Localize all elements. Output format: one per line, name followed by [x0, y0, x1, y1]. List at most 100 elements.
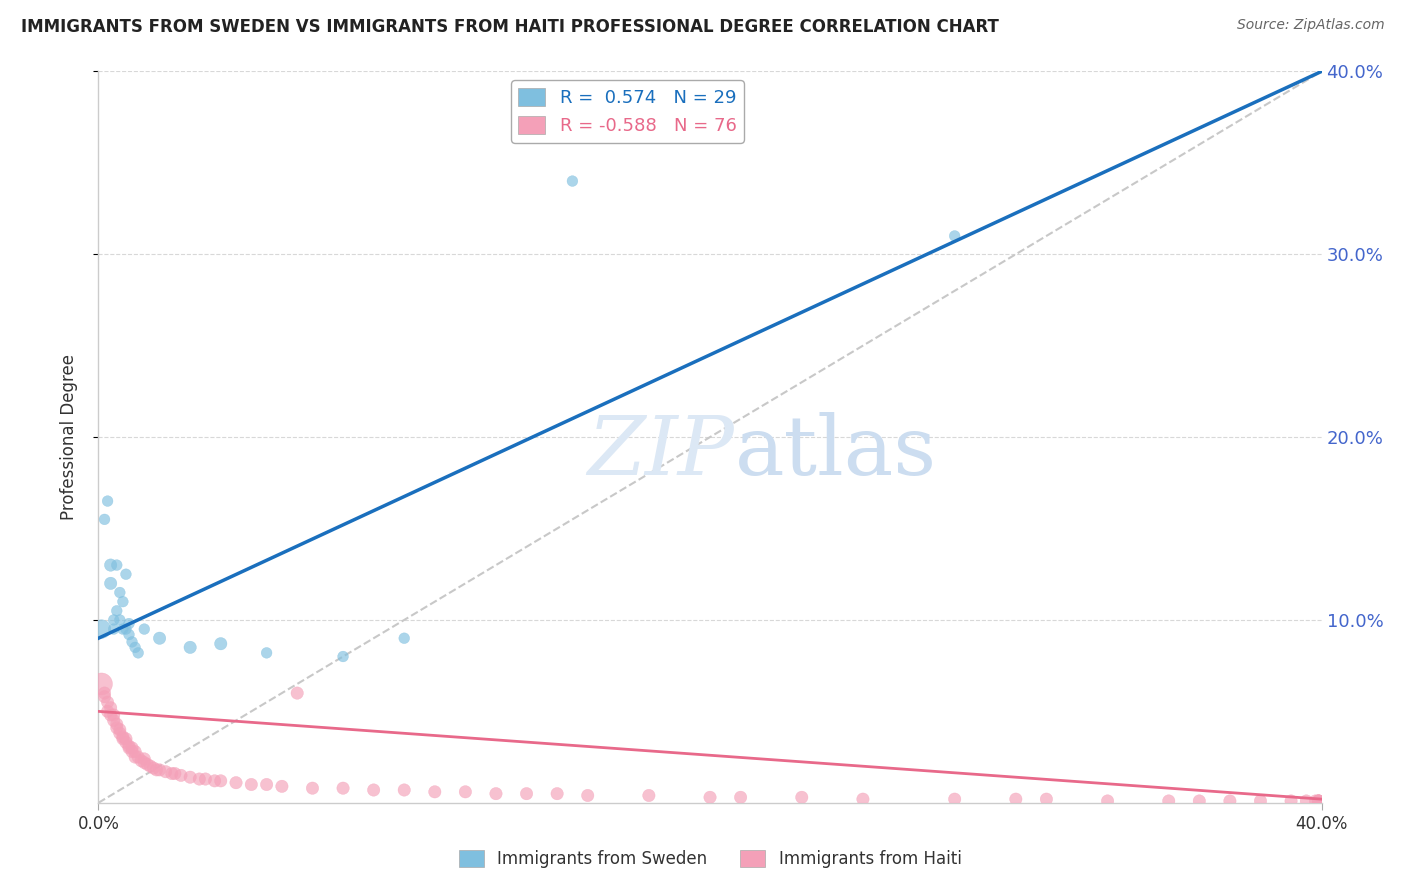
Point: [111, 731, 134, 746]
Point: [100, 708, 122, 723]
Point: [285, 686, 308, 700]
Point: [111, 622, 134, 636]
Point: [124, 745, 146, 759]
Point: [332, 649, 354, 664]
Point: [108, 613, 131, 627]
Point: [423, 785, 446, 799]
Point: [1279, 794, 1302, 808]
Point: [97, 705, 120, 719]
Point: [108, 723, 131, 737]
Point: [134, 752, 156, 766]
Point: [100, 576, 122, 591]
Point: [145, 763, 167, 777]
Point: [163, 766, 186, 780]
Point: [188, 772, 211, 786]
Point: [105, 721, 128, 735]
Point: [240, 777, 263, 792]
Point: [105, 717, 128, 731]
Point: [111, 594, 134, 608]
Point: [301, 781, 323, 796]
Point: [103, 714, 125, 728]
Point: [1308, 794, 1330, 808]
Point: [124, 750, 146, 764]
Point: [93, 690, 115, 704]
Point: [149, 632, 172, 646]
Point: [790, 790, 813, 805]
Point: [225, 775, 247, 789]
Point: [121, 740, 143, 755]
Point: [134, 622, 156, 636]
Text: Source: ZipAtlas.com: Source: ZipAtlas.com: [1237, 18, 1385, 32]
Point: [209, 637, 232, 651]
Point: [142, 761, 165, 775]
Point: [127, 646, 149, 660]
Point: [127, 750, 149, 764]
Point: [1295, 794, 1317, 808]
Text: atlas: atlas: [734, 412, 936, 491]
Point: [139, 759, 162, 773]
Point: [194, 772, 217, 786]
Point: [561, 174, 583, 188]
Point: [134, 756, 156, 770]
Point: [943, 792, 966, 806]
Point: [100, 700, 122, 714]
Point: [270, 780, 292, 794]
Point: [118, 616, 141, 631]
Point: [1305, 794, 1327, 808]
Point: [129, 754, 152, 768]
Point: [699, 790, 721, 805]
Point: [103, 708, 125, 723]
Point: [121, 635, 143, 649]
Point: [105, 558, 128, 573]
Point: [516, 787, 538, 801]
Point: [546, 787, 568, 801]
Point: [209, 773, 232, 788]
Point: [170, 768, 193, 782]
Point: [179, 640, 201, 655]
Point: [852, 792, 875, 806]
Point: [1308, 794, 1330, 808]
Point: [108, 726, 131, 740]
Point: [105, 604, 128, 618]
Point: [1157, 794, 1180, 808]
Point: [392, 632, 416, 646]
Point: [730, 790, 752, 805]
Point: [576, 789, 599, 803]
Point: [97, 494, 120, 508]
Point: [1249, 794, 1271, 808]
Point: [363, 783, 385, 797]
Point: [118, 740, 141, 755]
Point: [90, 677, 112, 691]
Point: [93, 512, 115, 526]
Point: [392, 783, 416, 797]
Point: [1035, 792, 1057, 806]
Legend: Immigrants from Sweden, Immigrants from Haiti: Immigrants from Sweden, Immigrants from …: [451, 844, 969, 875]
Point: [943, 228, 966, 243]
Point: [155, 764, 177, 779]
Text: ZIP: ZIP: [588, 412, 734, 491]
Point: [1219, 794, 1241, 808]
Point: [256, 777, 278, 792]
Point: [454, 785, 477, 799]
Point: [90, 622, 112, 636]
Point: [136, 757, 159, 772]
Point: [256, 646, 278, 660]
Point: [149, 763, 172, 777]
Point: [103, 622, 125, 636]
Point: [97, 695, 120, 709]
Point: [111, 730, 134, 744]
Point: [100, 558, 122, 573]
Point: [1188, 794, 1211, 808]
Point: [637, 789, 661, 803]
Point: [1308, 794, 1330, 808]
Point: [1308, 794, 1330, 808]
Point: [179, 770, 201, 784]
Point: [115, 567, 138, 582]
Point: [118, 627, 141, 641]
Point: [115, 731, 138, 746]
Point: [103, 613, 125, 627]
Point: [124, 640, 146, 655]
Point: [93, 686, 115, 700]
Point: [121, 745, 143, 759]
Point: [1004, 792, 1026, 806]
